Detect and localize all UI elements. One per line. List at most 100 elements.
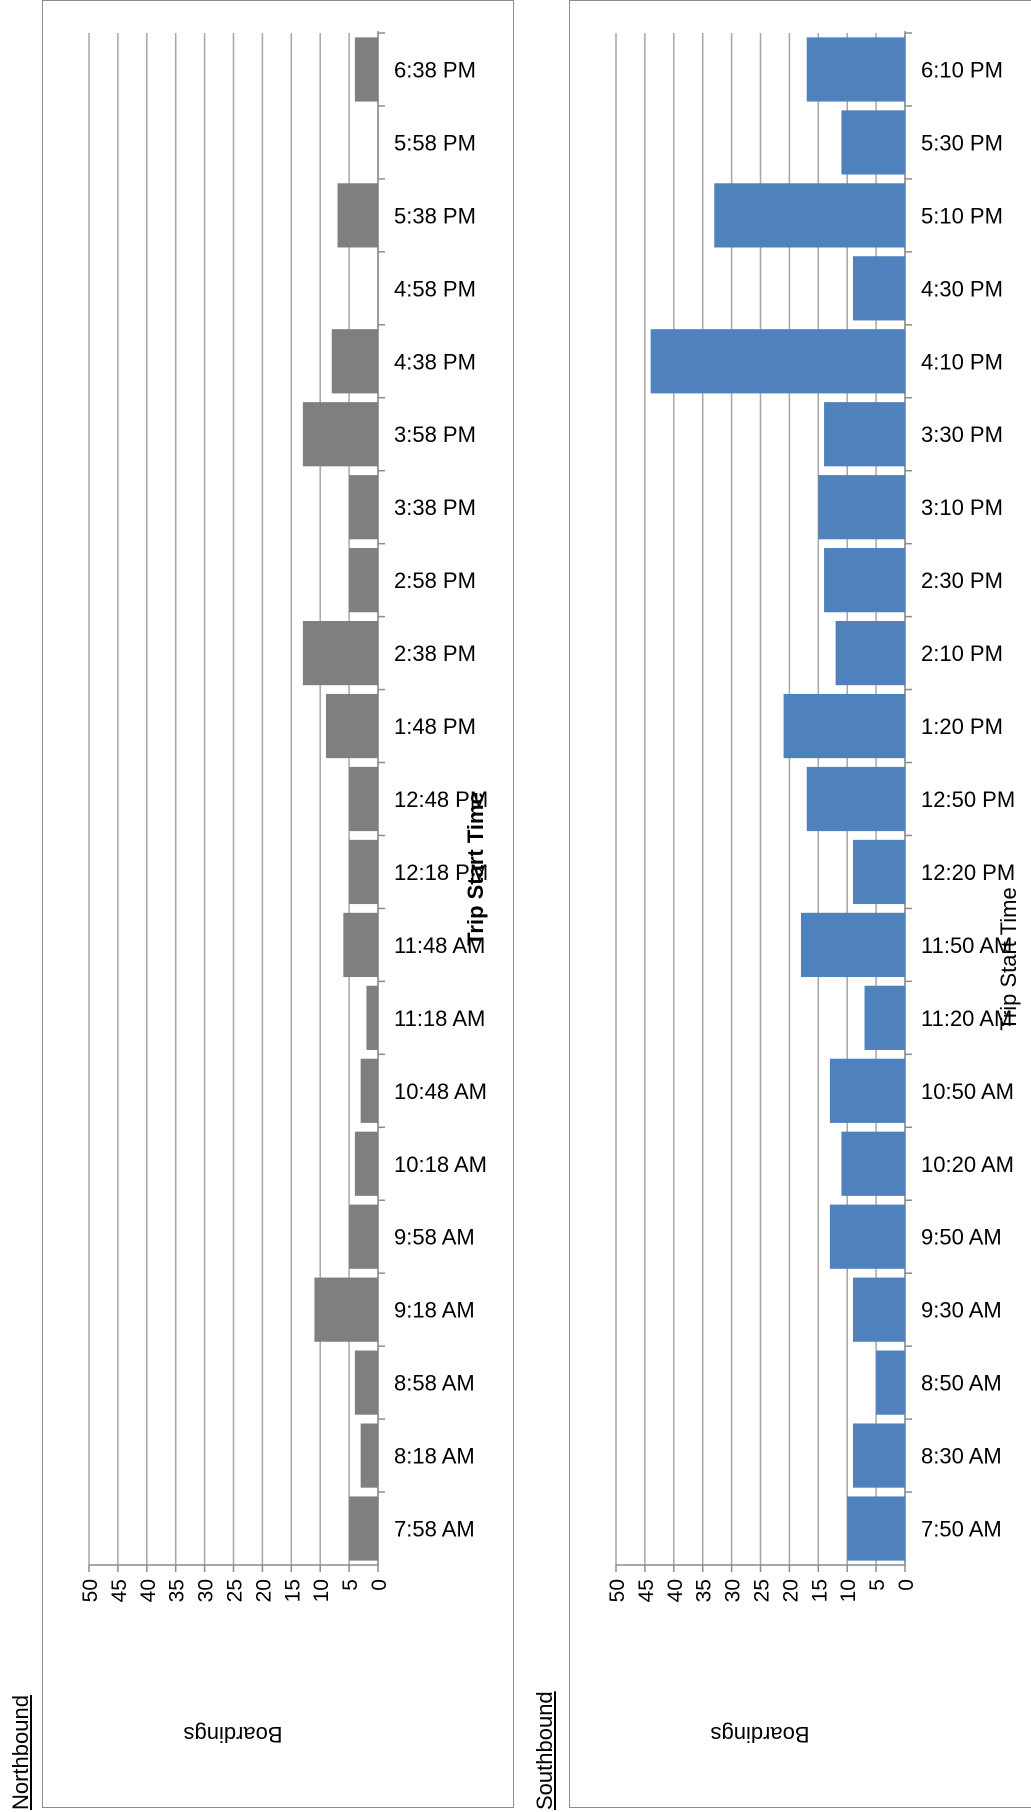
chart1-category-label: 2:30 PM [921,568,1003,593]
chart1-category-label: 9:30 AM [921,1298,1002,1323]
chart1-category-label: 11:50 AM [921,933,1012,958]
chart1-bar [835,620,905,686]
chart0-bar [354,1131,378,1196]
chart1-y-axis-title: Trip Start Time [996,887,1021,1030]
chart1-bar [650,329,905,394]
chart0-category-label: 5:58 PM [394,130,476,155]
chart0-category-label: 8:58 AM [394,1371,475,1396]
chart1-bar [829,1204,905,1269]
chart1-category-label: 9:50 AM [921,1225,1002,1250]
chart0-category-label: 3:58 PM [394,422,476,447]
chart0-x-tick-label: 0 [368,1579,391,1591]
chart1-bar [852,1277,905,1342]
chart1-bar [864,985,905,1050]
chart1-x-tick-label: 40 [664,1579,687,1602]
chart0-category-label: 9:58 AM [394,1225,475,1250]
chart1-bar [806,37,905,102]
chart0-y-axis-title: Trip Start Time [463,792,488,946]
chart1-category-label: 12:50 PM [921,787,1015,812]
chart1-bar [824,402,905,467]
chart1-x-tick-label: 5 [866,1579,889,1591]
chart0-category-label: 8:18 AM [394,1444,475,1469]
chart1-x-tick-label: 0 [895,1579,918,1591]
chart1-x-tick-label: 35 [693,1579,716,1602]
chart0-category-label: 7:58 AM [394,1517,475,1542]
chart0-bar [354,37,378,102]
chart0-x-tick-label: 45 [108,1579,131,1602]
chart0-x-tick-label: 15 [281,1579,304,1602]
chart0-x-axis-title: Boardings [183,1722,282,1747]
chart0-category-label: 1:48 PM [394,714,476,739]
chart1-category-label: 2:10 PM [921,641,1003,666]
chart1-category-label: 1:20 PM [921,714,1003,739]
chart1-category-label: 6:10 PM [921,57,1003,82]
chart1-x-tick-label: 45 [635,1579,658,1602]
chart1-x-tick-label: 50 [606,1579,629,1602]
chart1-category-label: 12:20 PM [921,860,1015,885]
chart0-bar [354,1350,378,1415]
chart1-category-label: 11:20 AM [921,1006,1012,1031]
chart1-bar [818,475,905,540]
chart0-category-label: 3:38 PM [394,495,476,520]
chart1-category-label: 8:50 AM [921,1371,1002,1396]
southbound-chart-panel: 0 5 10 15 20 25 30 35 40 45 50 7:50 AM 8:30 AM 8:50 A… [569,0,1031,1808]
chart1-bar [852,839,905,905]
chart0-category-label: 4:58 PM [394,276,476,301]
chart1-bar [806,766,905,832]
chart0-category-label: 6:38 PM [394,57,476,82]
chart0-category-label: 9:18 AM [394,1298,475,1323]
chart1-bar [829,1058,905,1123]
chart0-category-label: 4:38 PM [394,349,476,374]
chart1-bar [847,1496,905,1561]
chart1-category-label: 4:30 PM [921,276,1003,301]
chart0-category-label: 11:18 AM [394,1006,485,1031]
chart0-category-label: 5:38 PM [394,203,476,228]
chart0-category-label: 12:48 PM [394,787,488,812]
chart0-bar [314,1277,378,1342]
chart1-bar [714,183,905,248]
chart1-category-label: 7:50 AM [921,1517,1002,1542]
southbound-label: Southbound [532,1691,557,1810]
chart0-x-tick-label: 10 [310,1579,333,1602]
northbound-chart-panel: 0 5 10 15 20 25 30 35 40 45 50 7:58 AM 8:18 AM 8:58 A… [42,0,514,1808]
chart1-bar [852,1423,905,1488]
chart1-x-tick-label: 20 [779,1579,802,1602]
chart0-bar [331,329,378,394]
chart0-bar [366,985,378,1050]
chart0-bar [349,1204,378,1269]
chart0-bar [325,693,378,759]
northbound-label: Northbound [8,1695,33,1810]
chart1-bar [852,256,905,321]
chart0-category-label: 2:58 PM [394,568,476,593]
chart0-category-label: 10:48 AM [394,1079,487,1104]
chart0-x-tick-label: 40 [137,1579,160,1602]
chart0-bar [337,183,378,248]
chart0-category-label: 2:38 PM [394,641,476,666]
chart0-x-tick-label: 30 [195,1579,218,1602]
chart0-bar [349,766,378,832]
chart0-x-tick-label: 35 [166,1579,189,1602]
chart1-bar [824,548,905,613]
chart1-x-axis-title: Boardings [710,1722,809,1747]
chart0-category-label: 11:48 AM [394,933,485,958]
chart1-category-label: 5:10 PM [921,203,1003,228]
chart1-x-tick-label: 15 [808,1579,831,1602]
chart0-bar [360,1058,378,1123]
chart0-bar [343,912,378,978]
chart1-bar [800,912,905,978]
chart0-bar [302,402,378,467]
chart0-x-tick-label: 20 [252,1579,275,1602]
chart1-category-label: 10:20 AM [921,1152,1014,1177]
chart1-category-label: 3:10 PM [921,495,1003,520]
chart0-x-tick-label: 5 [339,1579,362,1591]
chart1-category-label: 8:30 AM [921,1444,1002,1469]
chart0-bar [349,839,378,905]
chart0-x-tick-label: 25 [224,1579,247,1602]
chart1-x-tick-label: 10 [837,1579,860,1602]
chart1-bar [841,1131,905,1196]
chart0-x-tick-label: 50 [79,1579,102,1602]
chart1-category-label: 5:30 PM [921,130,1003,155]
chart0-bar [302,620,378,686]
chart1-bar [783,693,905,759]
